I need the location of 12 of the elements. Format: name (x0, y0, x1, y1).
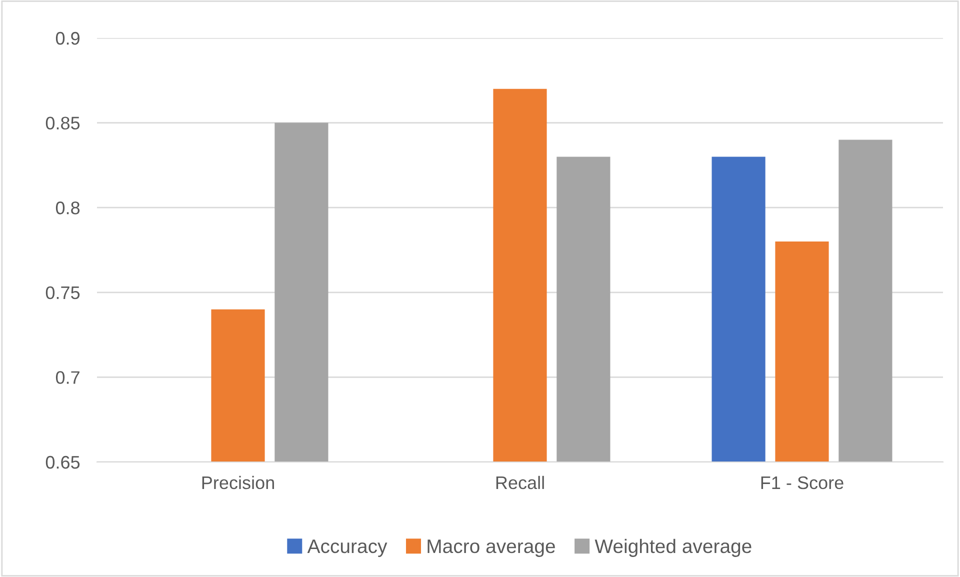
legend-label: Macro average (428, 540, 555, 557)
y-tick-label: 0.7 (56, 371, 80, 384)
x-tick-label: Precision (202, 476, 274, 490)
y-tick-label: 0.75 (46, 286, 80, 300)
y-tick-label: 0.85 (46, 116, 80, 130)
legend-label: Accuracy (307, 540, 388, 557)
x-tick-label: Recall (496, 476, 544, 490)
y-tick-label: 0.9 (56, 32, 80, 45)
y-tick-label: 0.8 (56, 202, 80, 214)
y-tick-label: 0.65 (46, 456, 80, 469)
legend-label: Weighted average (594, 538, 752, 557)
x-tick-label: F1 - Score (761, 476, 844, 490)
